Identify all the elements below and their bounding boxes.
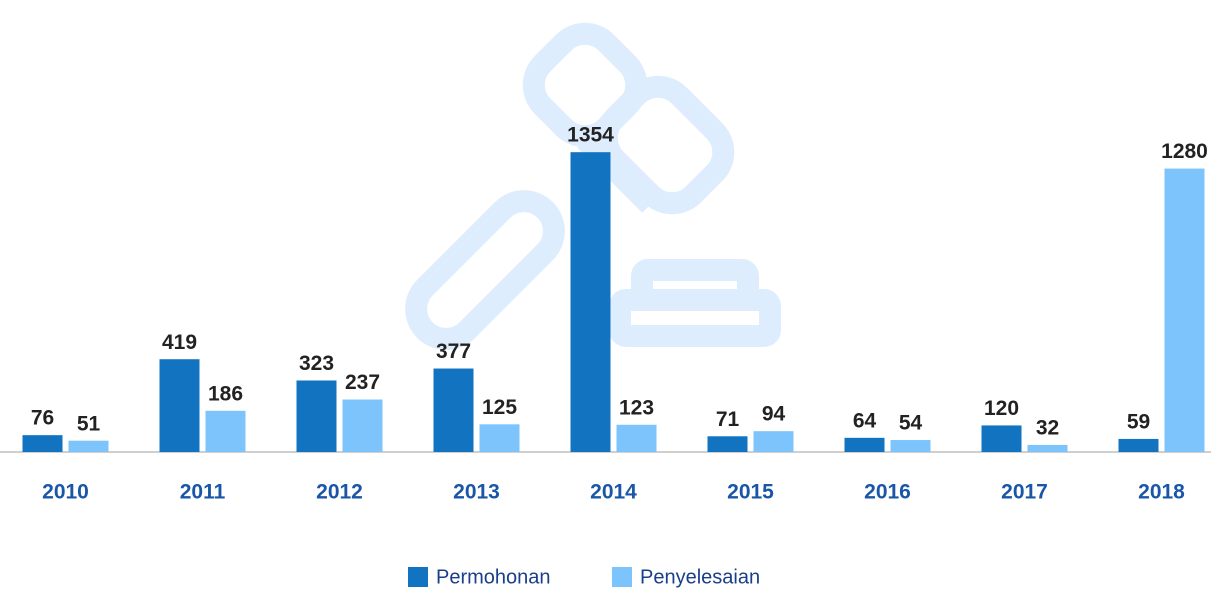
chart: 2010 76 51 2011 419 186 2012 323 237 2013 377 125 20… [0,0,1211,589]
bar [571,152,611,452]
value-label: 71 [716,408,740,431]
bar [297,380,337,452]
value-label: 32 [1036,416,1059,439]
x-tick-label: 2014 [590,481,637,504]
bar [982,425,1022,452]
value-label: 51 [77,412,101,435]
bar [69,441,109,452]
bar [1119,439,1159,452]
bar [343,400,383,452]
bar [23,435,63,452]
bar [617,425,657,452]
value-label: 1354 [567,124,614,147]
bar [1165,169,1205,452]
legend-label: Penyelesaian [640,566,760,588]
value-label: 59 [1127,410,1150,433]
bar [160,359,200,452]
value-label: 123 [619,396,654,419]
value-label: 76 [31,407,54,430]
x-tick-label: 2010 [42,481,89,504]
value-label: 419 [162,331,197,354]
x-tick-label: 2011 [180,481,226,504]
value-label: 94 [762,403,786,426]
legend-swatch [612,567,632,587]
x-tick-label: 2015 [727,481,774,504]
x-tick-label: 2018 [1138,481,1185,504]
value-label: 125 [482,396,517,419]
x-tick-label: 2012 [316,481,363,504]
value-label: 1280 [1161,140,1208,163]
bar [754,431,794,452]
x-tick-label: 2013 [453,481,500,504]
value-label: 120 [984,397,1019,420]
bar [891,440,931,452]
value-label: 323 [299,352,334,375]
bar [1028,445,1068,452]
bar [708,436,748,452]
x-tick-label: 2017 [1001,481,1048,504]
legend-label: Permohonan [436,566,551,588]
value-label: 186 [208,382,243,405]
bar [434,369,474,452]
value-label: 377 [436,340,471,363]
bar [206,411,246,452]
value-label: 54 [899,412,923,435]
x-tick-label: 2016 [864,481,911,504]
legend-swatch [408,567,428,587]
value-label: 64 [853,409,877,432]
bar [480,424,520,452]
bar [845,438,885,452]
value-label: 237 [345,371,380,394]
